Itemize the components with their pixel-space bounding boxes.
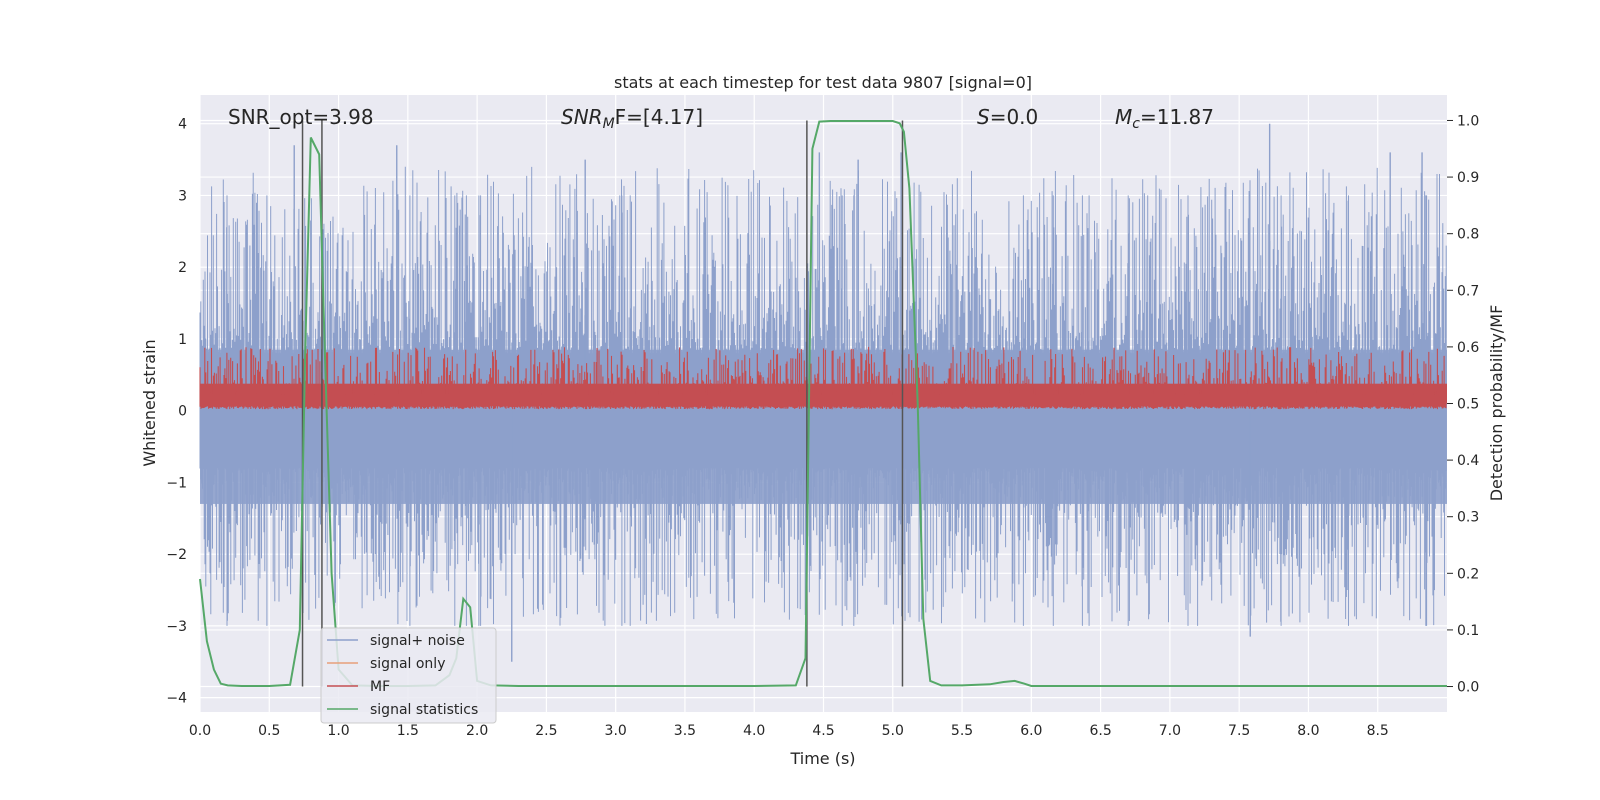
y-right-tick-label: 0.1 [1457, 623, 1479, 639]
y-left-tick-label: 2 [178, 260, 187, 276]
chart-title: stats at each timestep for test data 980… [614, 73, 1032, 92]
annotation-snr-opt: SNR_opt=3.98 [228, 105, 374, 129]
x-tick-label: 7.0 [1159, 723, 1181, 739]
x-tick-label: 1.5 [397, 723, 419, 739]
y-left-tick-labels: 4 3 2 1 0 −1 −2 −3 −4 [166, 117, 187, 707]
mf-series [199, 346, 1447, 410]
y-left-tick-label: 0 [178, 404, 187, 420]
legend-label-signal-noise: signal+ noise [370, 633, 465, 649]
y-left-tick-label: 1 [178, 332, 187, 348]
annotation-mc-sub: c [1132, 116, 1140, 132]
signal-statistics-line [199, 120, 1447, 687]
x-tick-label: 1.0 [327, 723, 349, 739]
y-left-tick-label: −4 [166, 691, 187, 707]
y-right-tick-label: 1.0 [1457, 113, 1479, 129]
annotation-mc-main: M [1115, 105, 1132, 129]
y-right-tick-label: 0.6 [1457, 340, 1479, 356]
annotation-mc: Mc=11.87 [1115, 105, 1214, 132]
annotation-s: S=0.0 [977, 105, 1038, 129]
y-left-tick-label: 3 [178, 188, 187, 204]
y-right-tick-label: 0.9 [1457, 170, 1479, 186]
x-tick-label: 8.5 [1367, 723, 1389, 739]
x-tick-label: 2.0 [466, 723, 488, 739]
y-left-tick-label: −3 [166, 619, 187, 635]
x-axis-label: Time (s) [789, 749, 855, 768]
x-tick-label: 3.0 [605, 723, 627, 739]
x-tick-label: 4.0 [743, 723, 765, 739]
y-right-axis-label: Detection probability/MF [1487, 305, 1506, 502]
legend-label-mf: MF [370, 679, 390, 695]
x-tick-label: 5.5 [951, 723, 973, 739]
y-left-axis-label: Whitened strain [140, 339, 159, 466]
legend-label-signal-only: signal only [370, 656, 445, 672]
x-tick-label: 3.5 [674, 723, 696, 739]
y-right-tick-label: 0.4 [1457, 453, 1479, 469]
x-tick-label: 0.5 [258, 723, 280, 739]
annotation-s-rest: =0.0 [990, 105, 1039, 129]
annotation-snr-mf: SNRMF=[4.17] [561, 105, 703, 132]
y-right-tick-label: 0.7 [1457, 283, 1479, 299]
y-right-tick-label: 0.3 [1457, 510, 1479, 526]
annotation-s-main: S [977, 105, 990, 129]
y-right-tick-labels: 1.0 0.9 0.8 0.7 0.6 0.5 0.4 0.3 0.2 0.1 0.0 [1447, 113, 1479, 696]
annotation-mc-rest: =11.87 [1140, 105, 1214, 129]
legend-label-signal-statistics: signal statistics [370, 702, 478, 718]
x-tick-label: 8.0 [1297, 723, 1319, 739]
legend-box [320, 627, 497, 724]
legend: signal+ noise signal only MF signal stat… [320, 627, 497, 724]
y-right-tick-label: 0.8 [1457, 227, 1479, 243]
signal-statistics-series [199, 120, 1447, 687]
annotation-snr-mf-rest: F=[4.17] [615, 105, 703, 129]
x-tick-label: 6.5 [1089, 723, 1111, 739]
mf-trace [199, 346, 1447, 410]
annotation-snr-mf-sub: M [603, 116, 615, 132]
y-left-tick-label: −1 [166, 475, 187, 491]
y-left-tick-label: −2 [166, 547, 187, 563]
x-tick-label: 2.5 [535, 723, 557, 739]
y-right-tick-label: 0.5 [1457, 397, 1479, 413]
x-tick-label: 4.5 [812, 723, 834, 739]
x-tick-label: 0.0 [189, 723, 211, 739]
y-right-tick-label: 0.0 [1457, 680, 1479, 696]
x-tick-label: 5.0 [882, 723, 904, 739]
x-tick-label: 7.5 [1228, 723, 1250, 739]
x-tick-label: 6.0 [1020, 723, 1042, 739]
x-tick-labels: 0.0 0.5 1.0 1.5 2.0 2.5 3.0 3.5 4.0 4.5 5.0 5.5 6.0 6… [189, 723, 1389, 739]
y-right-tick-label: 0.2 [1457, 566, 1479, 582]
annotation-snr-mf-main: SNR [561, 105, 603, 129]
y-left-tick-label: 4 [178, 117, 187, 133]
